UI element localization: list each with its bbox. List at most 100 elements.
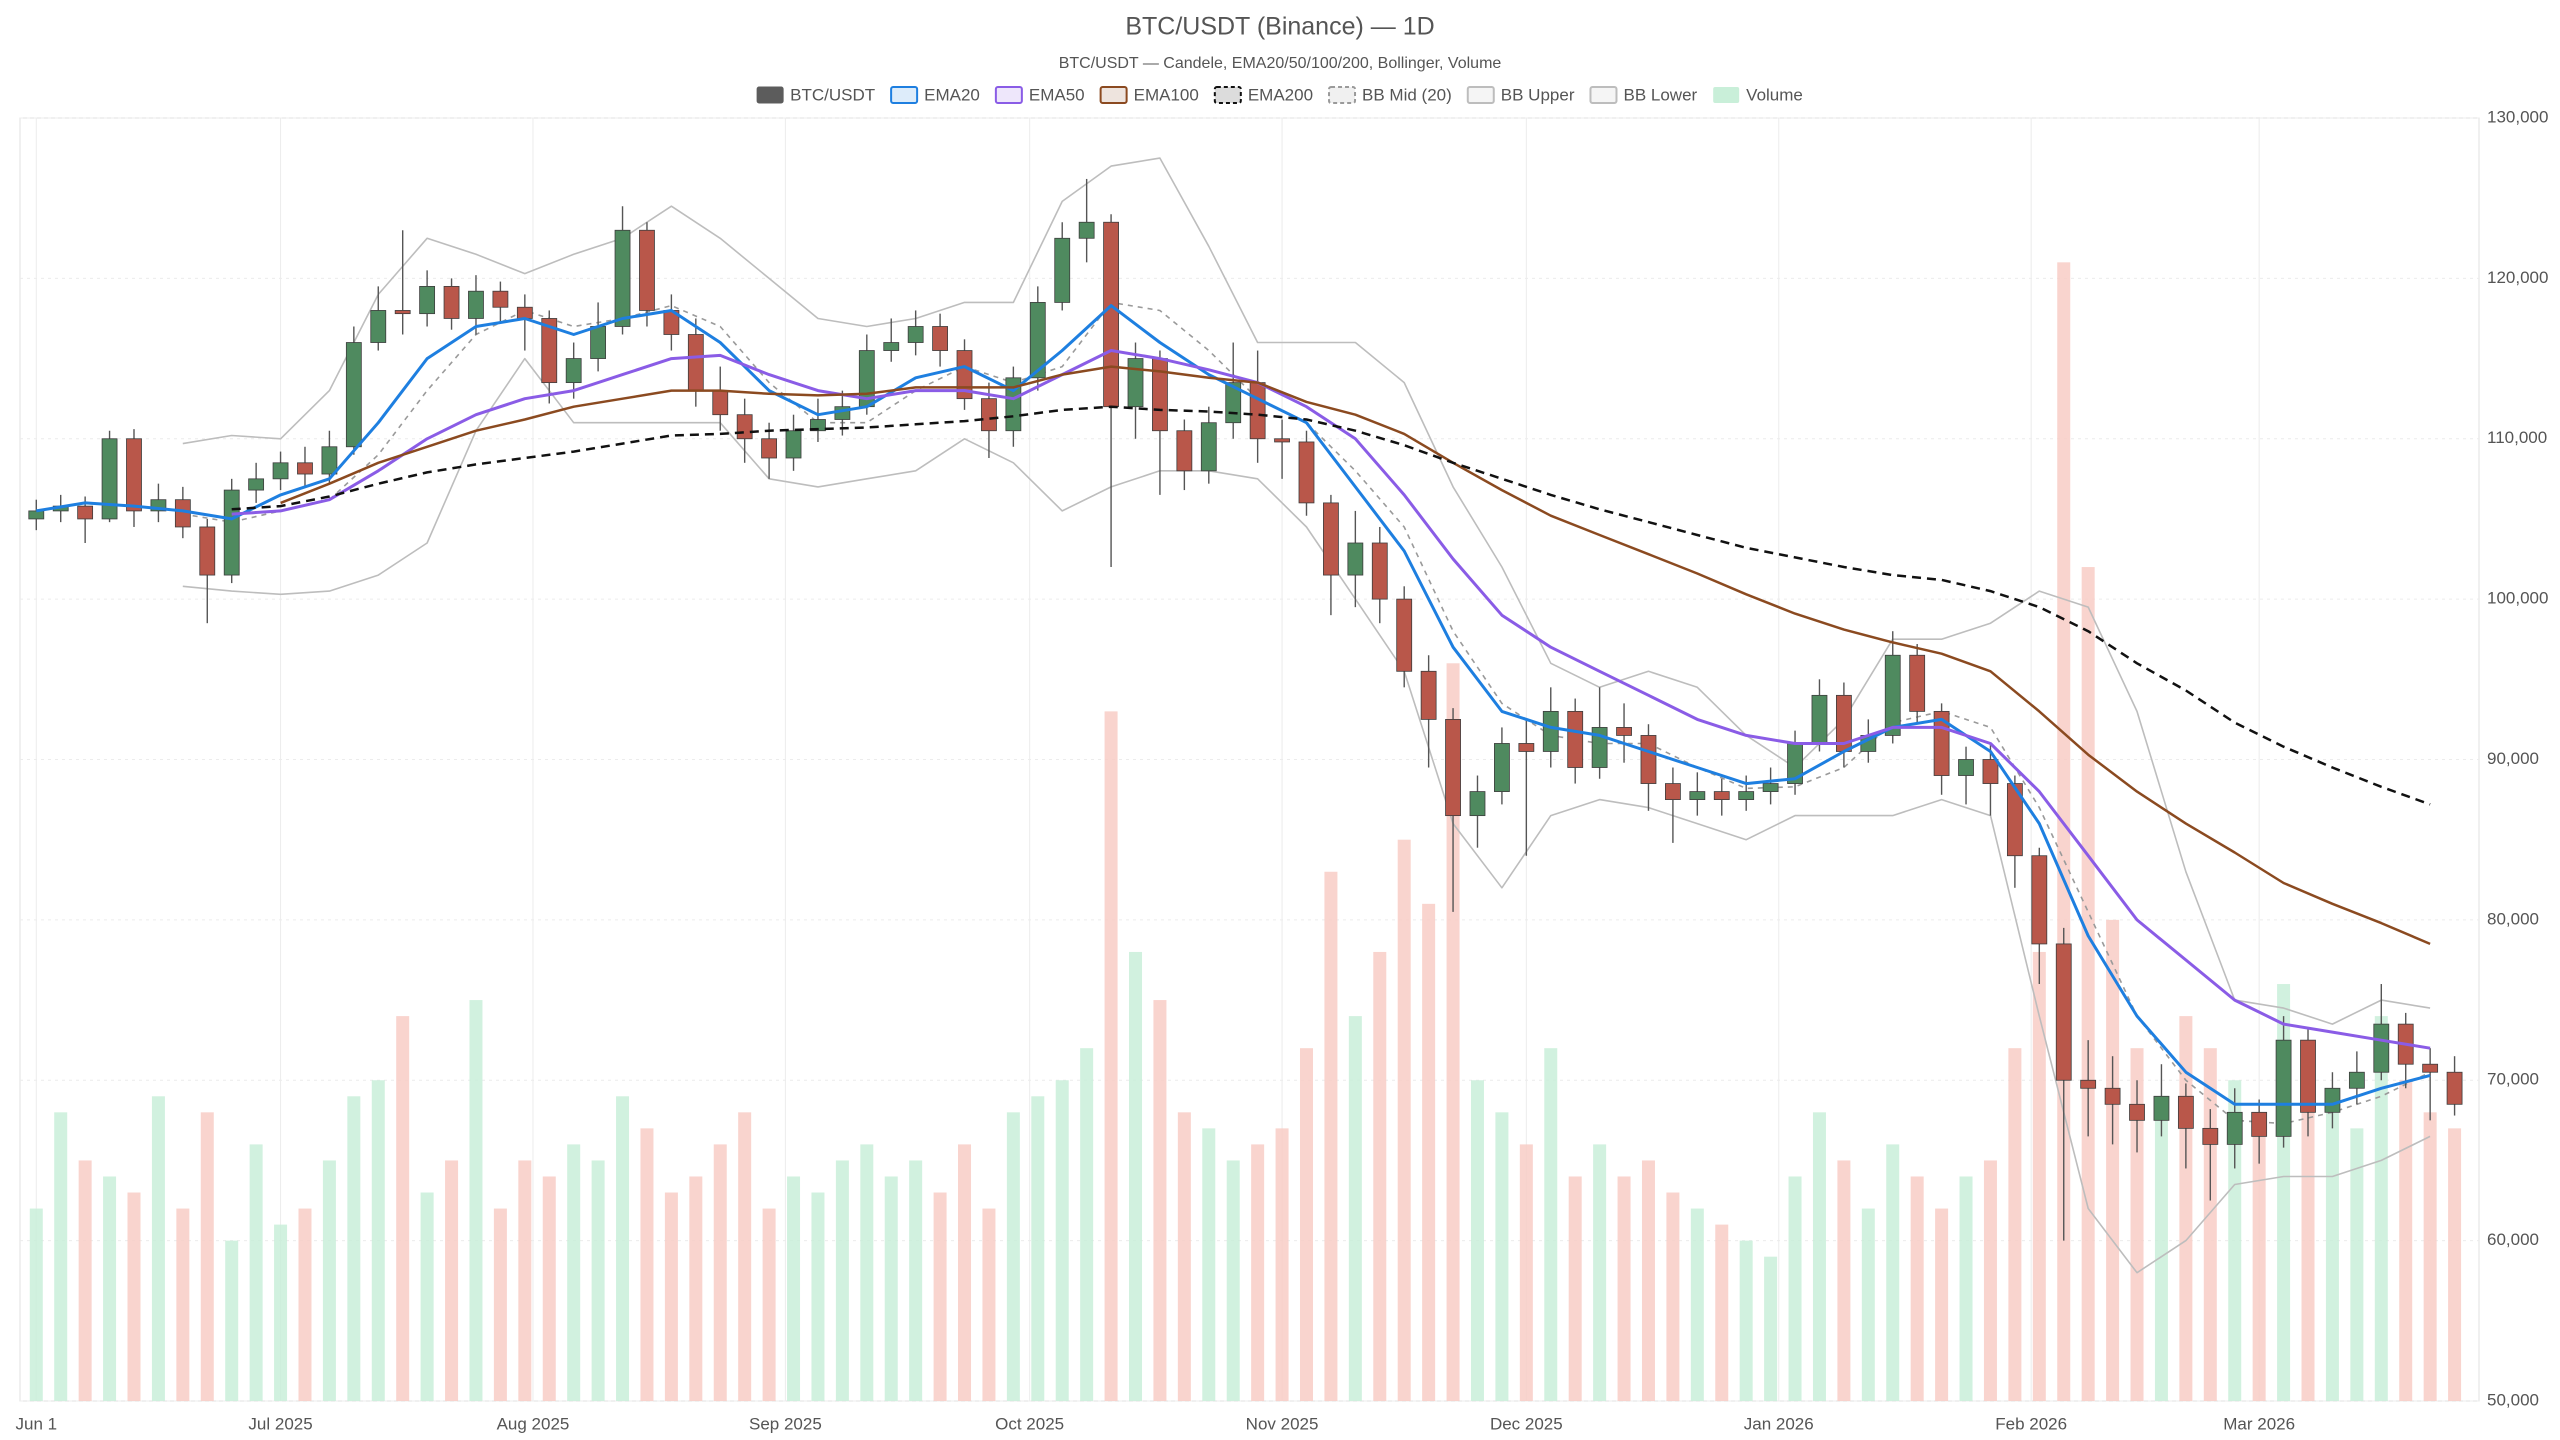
candle-body	[370, 310, 387, 343]
volume-bar	[1788, 1176, 1802, 1401]
candle-body	[565, 358, 582, 384]
x-tick-label: Feb 2026	[1995, 1414, 2067, 1433]
volume-bar	[1177, 1112, 1191, 1401]
volume-bar	[103, 1176, 117, 1401]
legend: BTC/USDT EMA20 EMA50 EMA100 EMA200 BB Mid (20…	[756, 85, 1803, 104]
candle-body	[1078, 221, 1095, 239]
volume-bar	[2423, 1112, 2437, 1401]
y-tick-label: 80,000	[2487, 909, 2539, 928]
x-tick-label: Sep 2025	[749, 1414, 822, 1433]
volume-bar	[616, 1096, 630, 1401]
volume-bar	[1666, 1192, 1680, 1401]
volume-bar	[1837, 1160, 1851, 1401]
y-tick-label: 90,000	[2487, 749, 2539, 768]
x-tick-label: Jan 2026	[1744, 1414, 1814, 1433]
candle-body	[712, 390, 729, 416]
y-tick-label: 120,000	[2487, 268, 2548, 287]
x-tick-label: Aug 2025	[497, 1414, 570, 1433]
candle-body	[1713, 791, 1730, 800]
volume-bar	[1470, 1080, 1484, 1401]
candle-body	[736, 414, 753, 440]
candle-body	[1738, 791, 1755, 800]
candle-body	[1249, 382, 1266, 440]
legend-label: EMA20	[924, 85, 980, 104]
volume-bar	[1910, 1176, 1924, 1401]
x-tick-label: Dec 2025	[1490, 1414, 1563, 1433]
candle-body	[28, 510, 45, 520]
volume-bar	[2032, 951, 2046, 1401]
volume-bar	[1226, 1160, 1240, 1401]
legend-swatch	[1328, 86, 1357, 104]
y-tick-label: 60,000	[2487, 1230, 2539, 1249]
volume-bar	[1764, 1256, 1778, 1401]
candle-body	[1640, 735, 1657, 784]
volume-bar	[835, 1160, 849, 1401]
x-tick-label: Nov 2025	[1246, 1414, 1319, 1433]
candle-body	[2129, 1103, 2145, 1121]
volume-bar	[78, 1160, 92, 1401]
candle-body	[419, 285, 436, 315]
volume-bar	[176, 1208, 190, 1401]
candle-body	[345, 342, 362, 448]
volume-bar	[1519, 1144, 1533, 1401]
volume-bar	[1373, 951, 1387, 1401]
volume-bar	[1959, 1176, 1973, 1401]
candle-body	[1884, 654, 1901, 736]
volume-bar	[1251, 1144, 1265, 1401]
volume-bar	[1568, 1176, 1582, 1401]
volume-bar	[225, 1240, 239, 1401]
candle-body	[174, 499, 191, 528]
volume-bar	[1617, 1176, 1631, 1401]
candle-body	[1103, 221, 1119, 408]
legend-swatch	[890, 86, 919, 104]
legend-swatch	[1466, 86, 1495, 104]
candle-body	[2251, 1111, 2268, 1137]
candle-body	[248, 478, 265, 491]
x-tick-label: Jun 1	[15, 1414, 57, 1433]
volume-bar	[1861, 1208, 1875, 1401]
x-tick-label: Jul 2025	[248, 1414, 312, 1433]
candle-body	[126, 438, 142, 512]
volume-bar	[542, 1176, 556, 1401]
volume-bar	[1080, 1048, 1094, 1401]
candle-body	[1127, 358, 1144, 408]
candle-body	[492, 290, 509, 308]
candle-body	[199, 526, 216, 576]
volume-bar	[2057, 262, 2071, 1401]
candle-body	[77, 505, 94, 520]
volume-bar	[1446, 663, 1460, 1401]
volume-bar	[322, 1160, 336, 1401]
volume-bar	[371, 1080, 385, 1401]
line-ema100	[280, 365, 2431, 946]
candle-body	[541, 318, 558, 384]
candle-body	[2177, 1095, 2194, 1129]
candle-body	[394, 310, 411, 315]
candle-body	[223, 489, 240, 576]
candle-body	[2373, 1023, 2390, 1073]
candle-body	[297, 462, 313, 475]
candle-body	[1811, 694, 1828, 744]
volume-bar	[445, 1160, 459, 1401]
volume-bar	[151, 1096, 165, 1401]
volume-bar	[1544, 1048, 1558, 1401]
volume-bar	[420, 1192, 434, 1401]
volume-bar	[664, 1192, 678, 1401]
volume-bar	[1153, 1000, 1167, 1401]
y-tick-label: 100,000	[2487, 589, 2548, 608]
volume-bar	[1348, 1016, 1362, 1401]
candle-body	[1542, 710, 1559, 752]
volume-bar	[1495, 1112, 1509, 1401]
candle-body	[2300, 1039, 2316, 1113]
candle-body	[907, 326, 924, 343]
candle-body	[2080, 1079, 2097, 1089]
candle-body	[2104, 1087, 2121, 1105]
candle-body	[2348, 1071, 2365, 1089]
candle-body	[785, 430, 802, 459]
y-tick-label: 130,000	[2487, 107, 2548, 126]
volume-bar	[54, 1112, 68, 1401]
chart-subtitle: BTC/USDT — Candele, EMA20/50/100/200, Bo…	[1059, 55, 1502, 72]
volume-bar	[1715, 1224, 1729, 1401]
candle-body	[2446, 1071, 2463, 1105]
candle-body	[516, 306, 533, 319]
volume-bar	[1104, 711, 1118, 1401]
